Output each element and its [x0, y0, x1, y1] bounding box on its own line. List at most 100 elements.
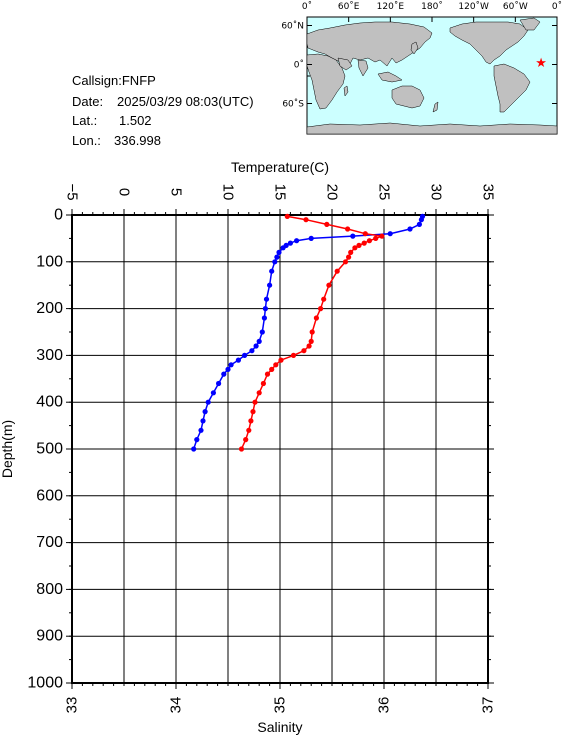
land-africa	[306, 53, 346, 110]
salinity-point	[352, 245, 358, 251]
depth-tick-label: 700	[36, 534, 63, 551]
temperature-tick-label: 15	[272, 184, 289, 201]
map-top-tick-label: 60˚W	[503, 1, 528, 12]
temperature-point	[287, 240, 293, 246]
salinity-point	[238, 446, 245, 452]
lon-value: 336.998	[114, 133, 161, 148]
salinity-point	[379, 233, 385, 239]
land-greenland	[519, 17, 541, 31]
land-indonesia	[377, 71, 403, 83]
data-series	[191, 213, 426, 452]
depth-tick-label: 800	[36, 581, 63, 598]
salinity-point	[318, 306, 324, 312]
temperature-tick-label: 10	[220, 184, 237, 201]
salinity-point	[366, 238, 372, 244]
callsign-label: Callsign:	[72, 73, 122, 88]
temperature-tick-label: 0	[116, 188, 133, 196]
plot-frame	[71, 214, 489, 684]
land-india	[357, 59, 369, 77]
depth-tick-label: 500	[36, 441, 63, 458]
salinity-point	[373, 235, 379, 241]
callsign-line: Callsign:FNFP	[72, 73, 156, 88]
salinity-point	[250, 409, 256, 415]
temperature-point	[272, 259, 278, 265]
temperature-point	[407, 226, 413, 232]
salinity-point	[248, 418, 254, 424]
depth-tick-label: 0	[54, 207, 63, 224]
temperature-point	[221, 371, 227, 377]
depth-tick-label: 100	[36, 253, 63, 270]
temperature-point	[249, 348, 255, 354]
map-land	[306, 17, 558, 135]
temperature-point	[228, 362, 234, 368]
temperature-point	[235, 357, 241, 363]
map-top-tick-label: 120˚W	[458, 1, 489, 12]
land-south-america	[493, 63, 531, 113]
plot-grid	[66, 209, 494, 689]
temperature-point	[225, 366, 231, 372]
salinity-point	[243, 437, 249, 443]
temperature-point	[200, 418, 206, 424]
temperature-point	[261, 315, 267, 321]
lat-value: 1.502	[119, 113, 152, 128]
temperature-point	[274, 254, 280, 260]
temperature-tick-label: 35	[480, 184, 497, 201]
temperature-tick-label: 20	[324, 184, 341, 201]
station-marker-icon: ★	[535, 56, 547, 71]
salinity-point	[362, 231, 368, 237]
salinity-point	[256, 390, 262, 396]
temperature-point	[263, 296, 270, 302]
salinity-point	[346, 254, 352, 260]
salinity-point	[252, 399, 258, 405]
date-value: 2025/03/29 08:03(UTC)	[117, 94, 254, 109]
land-arabia	[337, 57, 353, 71]
salinity-point	[342, 259, 349, 265]
date-label: Date:	[72, 94, 104, 109]
depth-axis-title: Depth(m)	[0, 420, 15, 478]
salinity-point	[278, 357, 284, 363]
salinity-point	[306, 343, 312, 349]
salinity-point	[309, 329, 315, 335]
temperature-axis-title: Temperature(C)	[231, 159, 329, 175]
salinity-point	[326, 282, 332, 288]
salinity-tick-label: 37	[480, 697, 497, 714]
depth-tick-label: 400	[36, 394, 63, 411]
map-left-tick-label: 60˚N	[281, 21, 304, 32]
salinity-point	[269, 366, 275, 372]
temperature-point	[280, 245, 286, 251]
temperature-point	[202, 409, 208, 415]
salinity-axis-title: Salinity	[257, 719, 302, 735]
salinity-point	[273, 362, 279, 368]
map-left-tick-label: 0˚	[294, 60, 304, 71]
temperature-point	[242, 352, 248, 358]
land-japan	[410, 41, 419, 55]
lat-label: Lat.:	[72, 113, 98, 128]
temperature-tick-label: 30	[428, 184, 445, 201]
salinity-point	[284, 213, 290, 219]
map-top-tick-label: 120˚E	[377, 1, 405, 12]
temperature-point	[418, 217, 424, 223]
salinity-point	[301, 348, 307, 354]
salinity-tick-label: 35	[272, 697, 289, 714]
temperature-point	[308, 235, 314, 241]
temperature-point	[253, 343, 259, 349]
temperature-point	[416, 221, 422, 227]
salinity-point	[308, 338, 314, 344]
map-top-tick-label: 0˚	[302, 1, 312, 12]
map-tick-labels: 0˚ 60˚E 120˚E 180˚ 120˚W 60˚W 0˚ 60˚N 0˚ 60˚S	[281, 1, 562, 110]
temperature-point	[210, 390, 216, 396]
depth-tick-label: 900	[36, 628, 63, 645]
land-antarctica	[306, 122, 558, 135]
lon-line: Lon.: 336.998	[72, 133, 161, 148]
callsign-value: FNFP	[121, 73, 156, 88]
salinity-point	[260, 380, 266, 387]
salinity-point	[303, 217, 309, 223]
salinity-point	[324, 221, 330, 227]
temperature-point	[205, 399, 211, 405]
salinity-point	[290, 352, 297, 358]
date-line: Date: 2025/03/29 08:03(UTC)	[72, 94, 254, 109]
temperature-point	[194, 437, 200, 443]
map-left-tick-label: 60˚S	[282, 99, 304, 110]
temperature-point	[262, 306, 268, 312]
